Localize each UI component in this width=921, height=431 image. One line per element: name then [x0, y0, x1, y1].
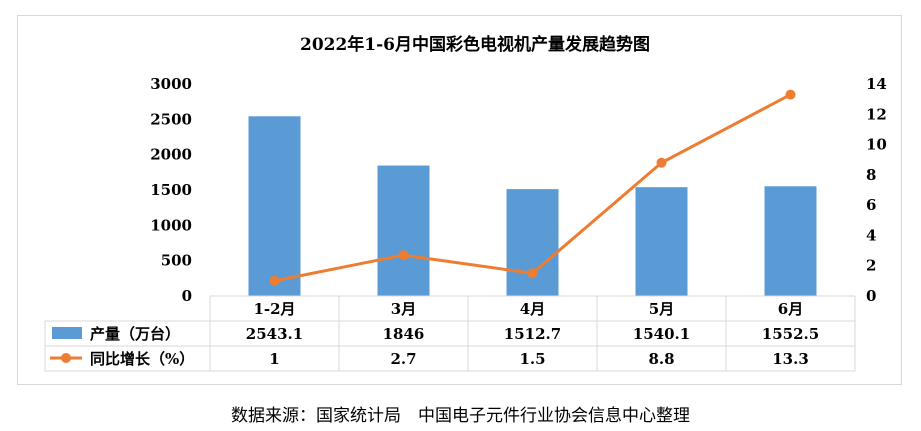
line-point — [269, 275, 280, 286]
table-value: 1846 — [383, 325, 425, 343]
x-tick-label: 1-2月 — [253, 300, 295, 318]
table-value: 1540.1 — [633, 325, 690, 343]
y-right-tick-label: 14 — [866, 75, 887, 93]
table-value: 13.3 — [772, 350, 809, 368]
table-value: 8.8 — [648, 350, 674, 368]
y-left-tick-label: 1500 — [150, 181, 192, 199]
y-right-tick-label: 2 — [866, 257, 876, 275]
x-tick-label: 6月 — [778, 300, 803, 318]
y-right-tick-label: 4 — [866, 226, 876, 244]
line-point — [527, 268, 538, 279]
bar — [506, 189, 559, 296]
table-value: 2543.1 — [246, 325, 303, 343]
table-value: 1.5 — [519, 350, 545, 368]
table-value: 1 — [269, 350, 279, 368]
line-point — [398, 250, 409, 261]
y-left-tick-label: 1000 — [150, 216, 192, 234]
y-left-tick-label: 3000 — [150, 75, 192, 93]
legend-key-bar — [52, 327, 82, 339]
y-right-tick-label: 8 — [866, 166, 876, 184]
y-left-tick-label: 0 — [182, 287, 192, 305]
y-right-tick-label: 12 — [866, 105, 887, 123]
legend-label: 同比增长（%） — [90, 350, 194, 368]
y-left-tick-label: 500 — [161, 252, 192, 270]
table-value: 1512.7 — [504, 325, 561, 343]
source-note: 数据来源：国家统计局 中国电子元件行业协会信息中心整理 — [231, 406, 690, 426]
x-tick-label: 5月 — [649, 300, 674, 318]
y-right-tick-label: 10 — [866, 136, 887, 154]
table-value: 2.7 — [390, 350, 416, 368]
legend-label: 产量（万台） — [90, 325, 180, 343]
x-tick-label: 4月 — [520, 300, 545, 318]
legend-key-marker — [61, 353, 71, 363]
chart-title: 2022年1-6月中国彩色电视机产量发展趋势图 — [300, 34, 650, 55]
bar — [635, 187, 688, 296]
bar — [377, 165, 430, 296]
bar — [764, 186, 817, 296]
x-tick-label: 3月 — [391, 300, 416, 318]
line-point — [785, 89, 796, 100]
line-point — [656, 157, 667, 168]
y-left-tick-label: 2000 — [150, 146, 192, 164]
y-right-tick-label: 6 — [866, 196, 876, 214]
table-value: 1552.5 — [762, 325, 819, 343]
bar — [248, 116, 301, 296]
chart-frame — [17, 15, 902, 385]
y-right-tick-label: 0 — [866, 287, 876, 305]
y-left-tick-label: 2500 — [150, 110, 192, 128]
